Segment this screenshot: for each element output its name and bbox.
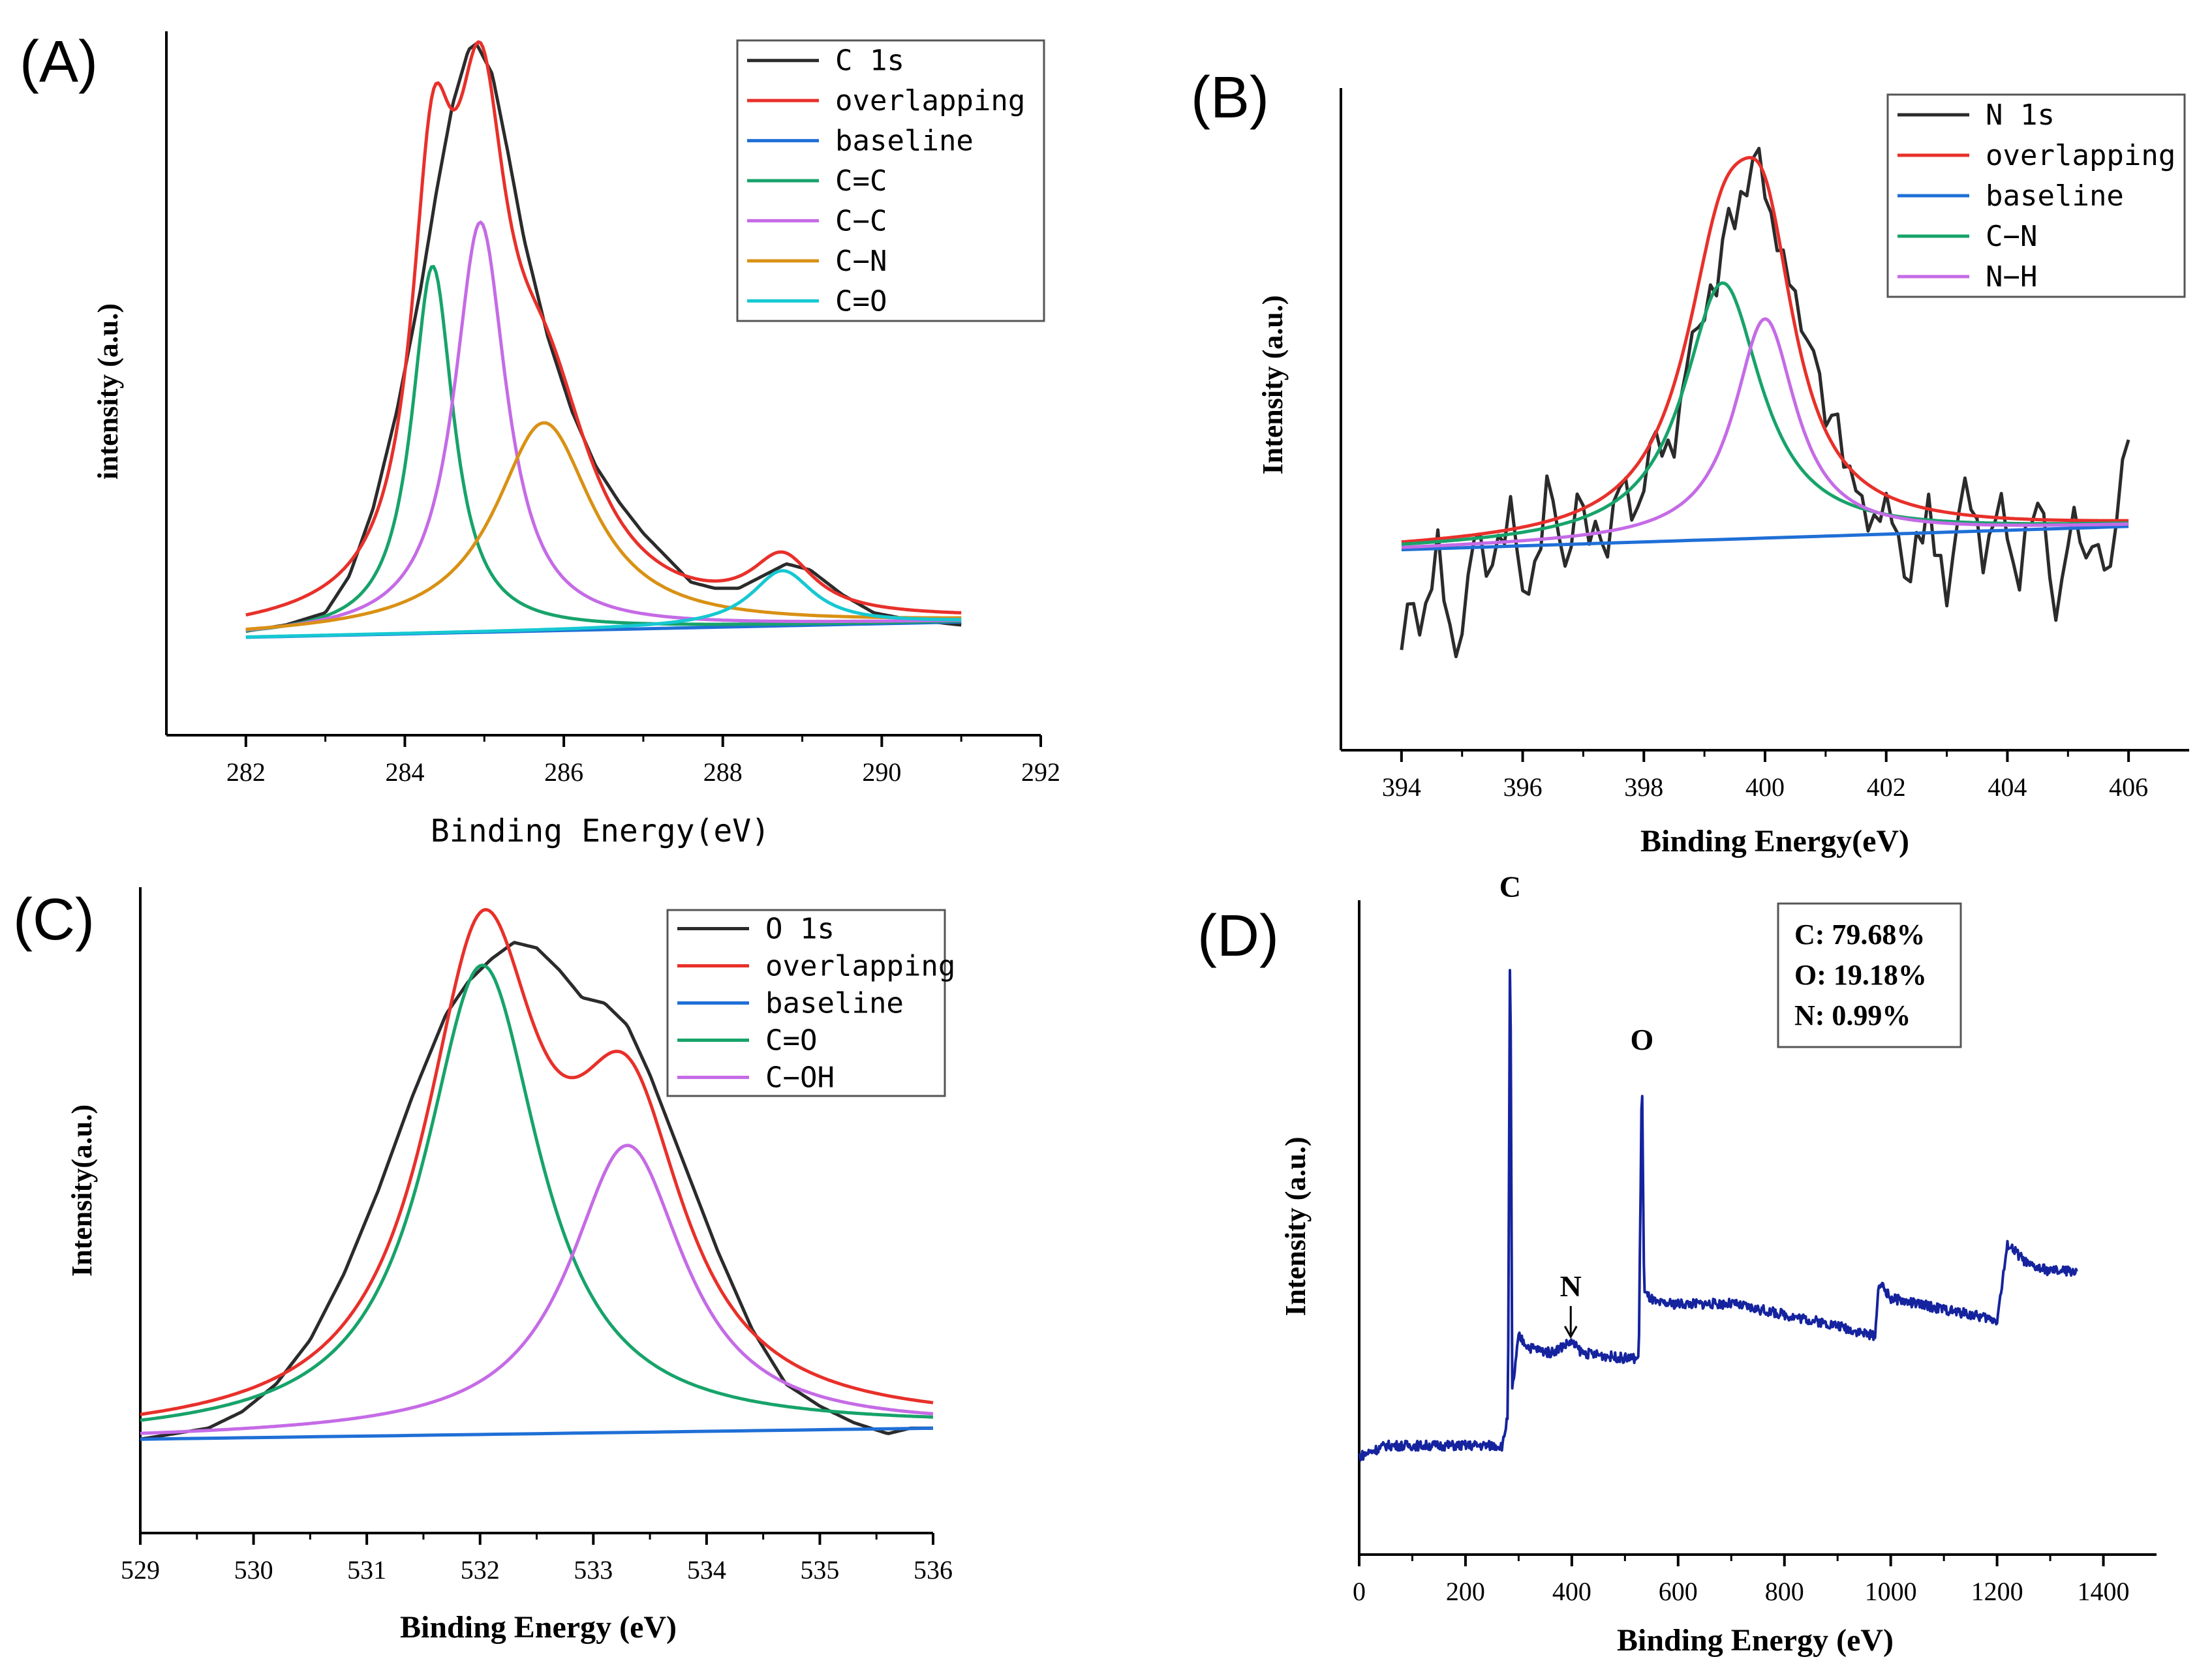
x-tick-label: 406 (2109, 772, 2148, 802)
legend-entry: overlapping (1986, 139, 2175, 172)
x-tick-label: 398 (1624, 772, 1663, 802)
x-tick-label: 1000 (1865, 1577, 1917, 1606)
legend-entry: C 1s (835, 44, 904, 78)
panel-d: (D) 0 200 400 600 800 1000 1200 1400 Binding Ener… (1197, 870, 2157, 1658)
legend-entry: N−H (1986, 260, 2037, 294)
x-tick-label: 1400 (2078, 1577, 2130, 1606)
x-tick-label: 400 (1552, 1577, 1591, 1606)
x-tick-label: 529 (121, 1555, 160, 1585)
x-tick-label: 288 (703, 757, 743, 787)
series-line-overlapping (140, 908, 934, 1416)
composition-entry: N: 0.99% (1794, 999, 1911, 1031)
x-tick-label: 290 (862, 757, 901, 787)
panel-b: (B) 394 396 398 400 402 404 406 Binding Energy(e… (1191, 65, 2189, 859)
x-axis-label: Binding Energy (eV) (400, 1610, 677, 1645)
legend-entry: baseline (765, 987, 904, 1020)
peak-label: N (1560, 1269, 1582, 1303)
series-line-c-o (140, 964, 934, 1422)
composition-entry: C: 79.68% (1794, 919, 1925, 950)
x-tick-label: 532 (461, 1555, 500, 1585)
x-tick-label: 200 (1446, 1577, 1485, 1606)
legend-entry: baseline (835, 125, 974, 158)
y-axis-label: Intensity (a.u.) (1257, 295, 1289, 474)
x-tick-label: 534 (687, 1555, 726, 1585)
x-tick-label: 800 (1765, 1577, 1804, 1606)
legend-entry: C=O (765, 1024, 817, 1057)
legend-entry: C−N (835, 245, 887, 278)
panel-label: (C) (13, 887, 95, 952)
legend-entry: overlapping (765, 950, 955, 983)
x-tick-label: 531 (347, 1555, 386, 1585)
panel-label: (A) (20, 29, 98, 95)
x-tick-label: 530 (234, 1555, 273, 1585)
x-tick-label: 1200 (1971, 1577, 2023, 1606)
series-line-c-oh (140, 1144, 934, 1435)
series-line-n-h (1401, 317, 2129, 549)
peak-label: C (1499, 870, 1521, 904)
x-tick-label: 284 (385, 757, 424, 787)
panel-label: (D) (1197, 904, 1279, 969)
series-line-n-1s (1400, 147, 2130, 658)
legend-entry: C=C (835, 164, 887, 198)
series-line-overlapping (1401, 156, 2129, 544)
legend-entry: N 1s (1986, 99, 2055, 132)
series-line-o-1s (140, 941, 933, 1441)
y-axis-label: Intensity (a.u.) (1280, 1136, 1312, 1316)
x-tick-label: 600 (1659, 1577, 1698, 1606)
legend-entry: C−N (1986, 220, 2037, 253)
series-line-baseline (1401, 524, 2129, 552)
x-axis-label: Binding Energy(eV) (431, 813, 770, 849)
composition-entry: O: 19.18% (1794, 959, 1927, 991)
y-axis-label: intensity (a.u.) (92, 303, 124, 479)
peak-arrowhead (1563, 1326, 1578, 1339)
legend-entry: C−C (835, 204, 887, 237)
x-tick-label: 535 (800, 1555, 839, 1585)
x-tick-label: 536 (914, 1555, 953, 1585)
x-tick-label: 404 (1988, 772, 2027, 802)
x-tick-label: 396 (1503, 772, 1543, 802)
x-tick-label: 0 (1353, 1577, 1366, 1606)
x-tick-label: 282 (226, 757, 266, 787)
x-tick-label: 400 (1745, 772, 1785, 802)
legend-entry: C−OH (765, 1061, 835, 1095)
legend-entry: O 1s (765, 913, 835, 946)
series-line-overlapping (245, 40, 962, 617)
legend-entry: overlapping (835, 84, 1025, 117)
x-tick-label: 394 (1382, 772, 1421, 802)
series-line-survey (1358, 969, 2078, 1462)
x-axis-label: Binding Energy(eV) (1640, 824, 1909, 859)
series-line-c-c (245, 265, 962, 633)
y-axis-label: Intensity(a.u.) (66, 1104, 98, 1277)
x-tick-label: 286 (544, 757, 583, 787)
x-tick-label: 402 (1867, 772, 1906, 802)
series-line-c-n (1401, 281, 2129, 546)
x-tick-label: 292 (1021, 757, 1060, 787)
panel-c: (C) 529 530 531 532 533 534 535 536 Binding Energ… (13, 887, 955, 1645)
x-axis-label: Binding Energy (eV) (1617, 1623, 1894, 1658)
x-tick-label: 533 (574, 1555, 613, 1585)
legend-entry: baseline (1986, 179, 2124, 213)
series-line-baseline (140, 1426, 934, 1441)
panel-a: (A) 282 284 286 288 290 292 Binding Energy(eV) i… (20, 29, 1060, 849)
legend-entry: C=O (835, 284, 887, 318)
series-line-c-n (245, 421, 962, 631)
panel-label: (B) (1191, 65, 1269, 130)
series-line-c-o (245, 569, 962, 639)
series-line-c-c (245, 220, 962, 631)
composition-box (1777, 902, 1962, 1048)
peak-label: O (1631, 1023, 1654, 1056)
